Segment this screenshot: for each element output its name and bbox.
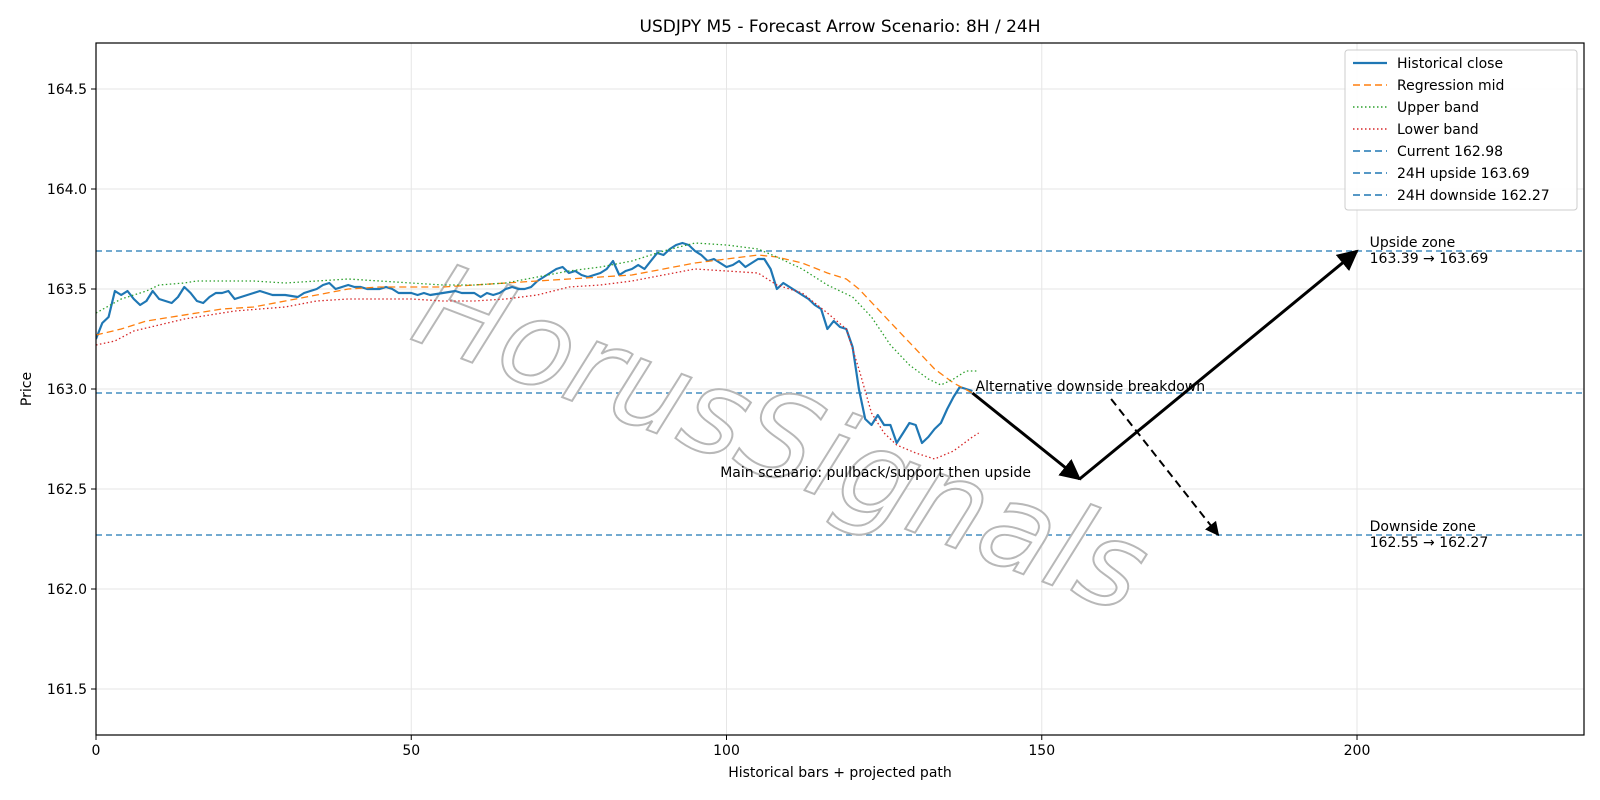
- series-historical-close: [96, 241, 973, 445]
- legend-label: 24H downside 162.27: [1397, 188, 1550, 204]
- annotation-upside-zone: 163.39 → 163.69: [1370, 251, 1489, 267]
- y-axis-label: Price: [19, 372, 35, 406]
- annotation-main-scenario: Main scenario: pullback/support then ups…: [720, 465, 1031, 481]
- y-axis-ticks: 161.5 162.0 162.5 163.0 163.5 164.0 164.5: [47, 82, 96, 698]
- series-upper-band: [96, 242, 979, 386]
- arrow-main-down: [971, 391, 1082, 481]
- y-tick-label: 162.5: [47, 482, 87, 498]
- y-tick-label: 162.0: [47, 582, 87, 598]
- legend-label: 24H upside 163.69: [1397, 166, 1530, 182]
- y-tick-label: 163.0: [47, 382, 87, 398]
- y-tick-label: 164.5: [47, 82, 87, 98]
- legend-label: Historical close: [1397, 56, 1503, 72]
- series-regression-mid: [96, 254, 973, 394]
- legend-label: Upper band: [1397, 100, 1479, 116]
- legend-label: Regression mid: [1397, 78, 1504, 94]
- legend-box: [1344, 49, 1578, 211]
- x-tick-label: 200: [1344, 743, 1371, 759]
- y-tick-label: 163.5: [47, 282, 87, 298]
- series-lines: [96, 241, 980, 460]
- legend-label: Lower band: [1397, 122, 1479, 138]
- x-axis-label: Historical bars + projected path: [728, 765, 952, 781]
- annotation-downside-zone: 162.55 → 162.27: [1370, 535, 1489, 551]
- x-tick-label: 150: [1028, 743, 1055, 759]
- arrow-alt-down: [1110, 398, 1220, 537]
- annotation-alt-scenario: Alternative downside breakdown: [976, 379, 1206, 395]
- y-tick-label: 161.5: [47, 682, 87, 698]
- x-tick-label: 50: [402, 743, 420, 759]
- x-axis-ticks: 0 50 100 150 200: [92, 735, 1371, 759]
- legend: Historical close Regression mid Upper band…: [1344, 49, 1578, 211]
- annotation-downside-zone: Downside zone: [1370, 519, 1476, 535]
- chart-title: USDJPY M5 - Forecast Arrow Scenario: 8H …: [640, 17, 1041, 37]
- legend-label: Current 162.98: [1397, 144, 1503, 160]
- x-tick-label: 0: [92, 743, 101, 759]
- y-tick-label: 164.0: [47, 182, 87, 198]
- x-tick-label: 100: [713, 743, 740, 759]
- scenario-arrows: [971, 249, 1359, 537]
- annotation-upside-zone: Upside zone: [1370, 235, 1456, 251]
- arrow-main-up: [1078, 249, 1359, 481]
